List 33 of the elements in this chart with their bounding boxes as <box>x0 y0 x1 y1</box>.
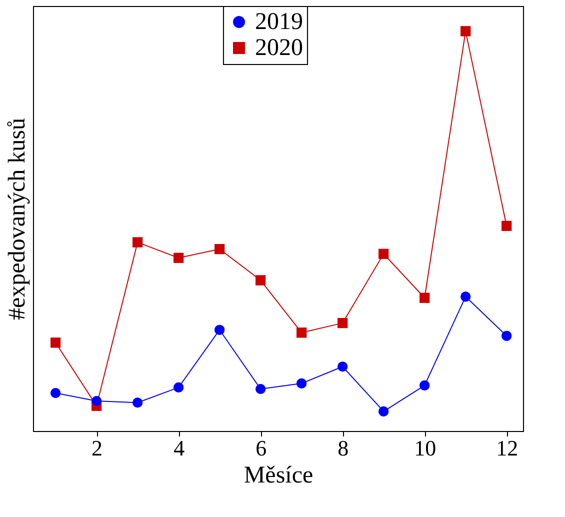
point <box>92 396 102 406</box>
x-tick-label: 6 <box>256 436 267 460</box>
point <box>502 220 512 231</box>
point <box>174 382 184 392</box>
point <box>214 244 225 254</box>
point <box>50 338 61 348</box>
point <box>256 384 266 394</box>
point <box>338 362 348 372</box>
y-axis-title: #expedovaných kusů <box>4 118 30 320</box>
point <box>338 318 348 328</box>
x-tick-label: 10 <box>414 436 436 460</box>
x-tick-label: 12 <box>496 436 518 460</box>
point <box>420 380 430 390</box>
x-axis-title: Měsíce <box>244 462 314 488</box>
legend-label: 2020 <box>255 35 303 61</box>
x-tick-label: 8 <box>338 436 349 460</box>
point <box>502 330 512 341</box>
point <box>420 292 430 303</box>
point <box>378 248 389 259</box>
point <box>50 388 61 398</box>
point <box>132 398 143 408</box>
point <box>378 406 389 416</box>
point <box>460 292 471 302</box>
point <box>296 378 307 388</box>
legend-label: 2019 <box>255 9 303 35</box>
x-tick-label: 4 <box>174 436 185 460</box>
point <box>132 237 143 248</box>
point <box>296 328 307 338</box>
point <box>174 252 184 263</box>
point <box>214 324 225 335</box>
point <box>256 275 266 286</box>
point <box>460 26 471 36</box>
x-tick-label: 2 <box>92 436 103 460</box>
